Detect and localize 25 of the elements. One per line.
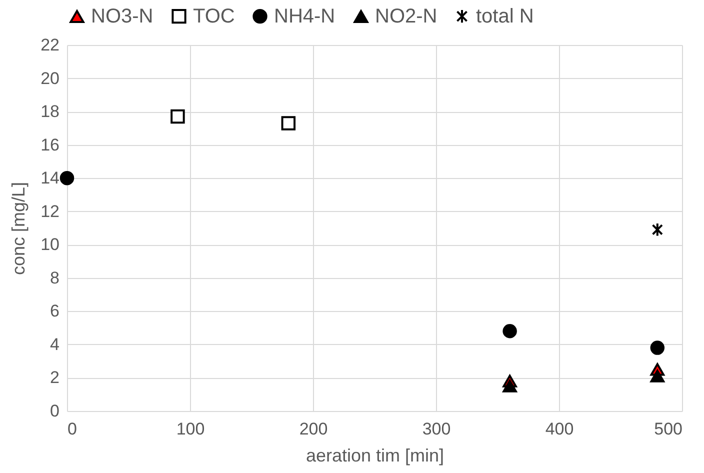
y-tick-label: 2 <box>50 368 60 388</box>
y-tick-label: 12 <box>40 202 60 221</box>
y-tick-label: 10 <box>40 235 60 254</box>
y-tick-label: 18 <box>40 102 60 122</box>
x-tick-label: 0 <box>68 420 77 438</box>
y-tick-label: 22 <box>40 36 60 54</box>
x-tick-label: 300 <box>422 420 451 438</box>
y-tick-label: 4 <box>50 334 60 354</box>
y-tick-label: 6 <box>50 302 60 321</box>
y-axis-title: conc [mg/L] <box>8 182 29 276</box>
legend-label: NO3-N <box>91 6 154 28</box>
legend-label: NO2-N <box>375 6 438 28</box>
legend-label: TOC <box>193 5 235 28</box>
x-tick-label: 200 <box>299 420 328 438</box>
x-axis-title: aeration tim [min] <box>306 446 444 466</box>
x-tick-label: 400 <box>545 420 574 438</box>
y-tick-label: 14 <box>40 168 60 188</box>
y-tick-label: 16 <box>40 135 60 154</box>
y-tick-label: 0 <box>50 402 60 420</box>
y-tick-label: 20 <box>40 68 60 88</box>
x-tick-label: 500 <box>654 420 682 438</box>
x-tick-label: 100 <box>176 420 205 438</box>
y-tick-label: 8 <box>50 268 60 288</box>
legend-label: total N <box>476 5 534 28</box>
legend-label: NH4-N <box>274 5 336 28</box>
